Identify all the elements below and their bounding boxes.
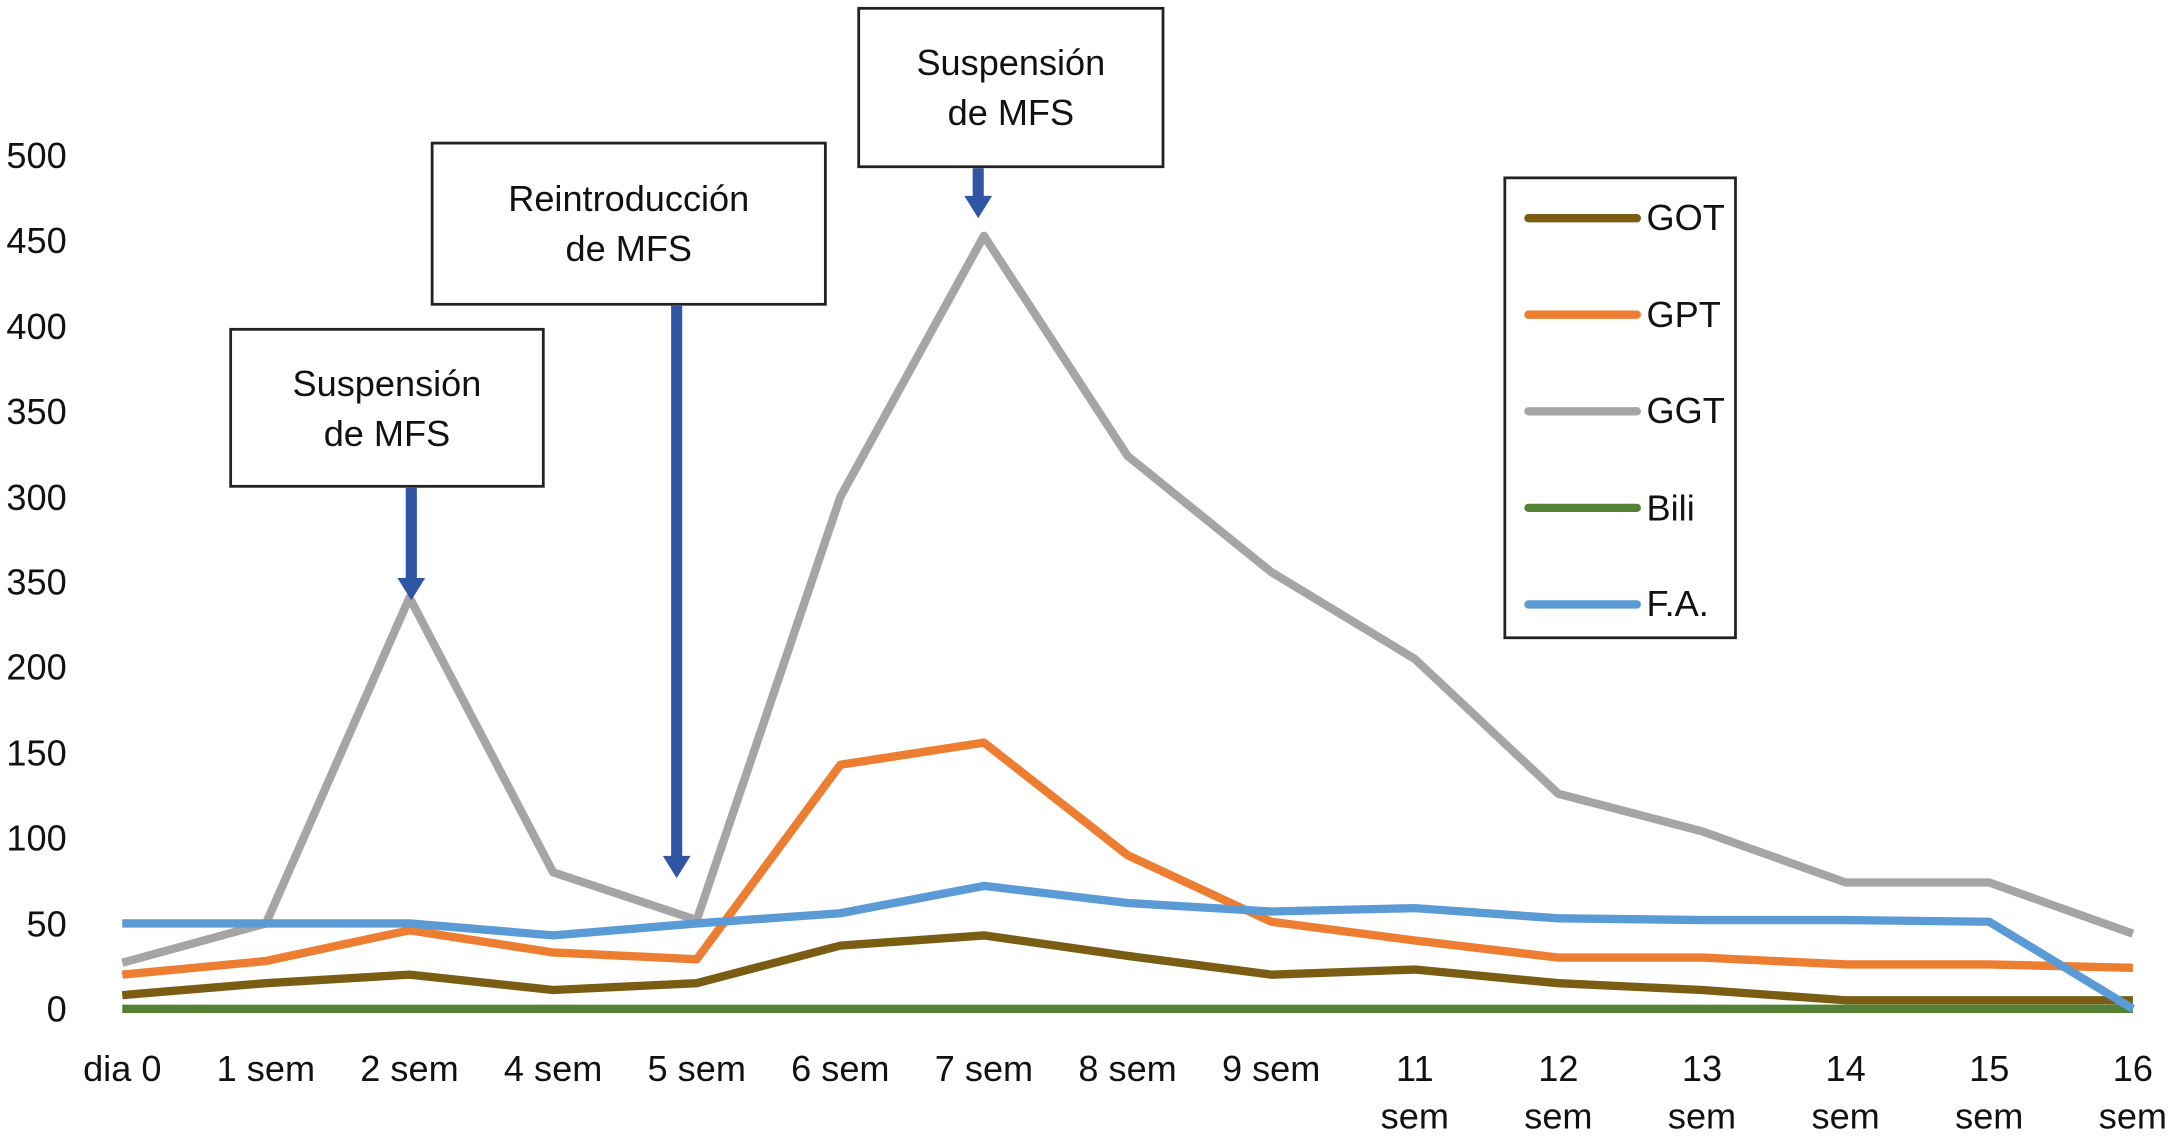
y-tick-label: 350 [6,561,67,604]
x-tick-label: 7 sem [934,1047,1034,1090]
legend-label: F.A. [1646,582,1709,625]
x-tick-label: 12 sem [1524,1047,1593,1137]
annotation-box: Suspensión de MFS [857,6,1165,169]
annotation-box: Suspensión de MFS [229,327,545,488]
x-tick-label: 1 sem [216,1047,316,1090]
y-tick-label: 400 [6,305,67,348]
x-tick-label: 16 sem [2098,1047,2168,1137]
x-tick-label: 5 sem [647,1047,746,1090]
y-tick-label: 150 [6,731,67,774]
y-tick-label: 500 [6,134,67,177]
x-tick-label: 14 sem [1811,1047,1880,1137]
legend-label: Bili [1646,486,1695,529]
series-line [121,231,2135,967]
legend-label: GOT [1646,196,1725,239]
y-tick-label: 450 [6,220,67,262]
annotation-box: Reintroducción de MFS [430,141,827,306]
x-tick-label: 4 sem [503,1047,603,1090]
arrow-head [662,855,691,879]
x-tick-label: 2 sem [360,1047,459,1090]
series-line [122,881,2136,1013]
arrow-head [964,195,993,219]
y-tick-label: 300 [6,476,67,518]
y-tick-label: 50 [26,902,67,945]
y-tick-label: 0 [46,987,67,1030]
x-tick-label: dia 0 [83,1047,162,1090]
x-tick-label: 13 sem [1667,1047,1737,1137]
x-tick-label: 6 sem [791,1047,890,1090]
series-line [121,931,2133,1005]
x-tick-label: 8 sem [1078,1047,1177,1090]
legend-label: GGT [1646,389,1725,432]
x-tick-label: 11 sem [1380,1047,1449,1137]
y-tick-label: 350 [6,390,67,433]
legend: GOT GPT GGT Bili F.A. [1503,176,1737,640]
x-tick-label: 15 sem [1955,1047,2024,1137]
y-tick-label: 100 [6,817,67,859]
annotation-arrows [397,168,993,879]
legend-label: GPT [1646,293,1721,335]
x-tick-label: 9 sem [1221,1047,1321,1090]
y-tick-label: 200 [6,646,67,689]
legend-swatches [1524,213,1641,609]
arrow-head [397,578,426,601]
series-line [121,738,2133,979]
